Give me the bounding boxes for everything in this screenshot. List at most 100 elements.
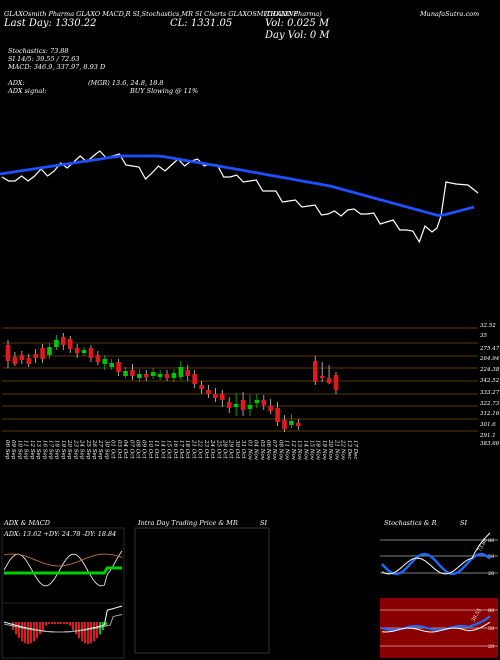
date-label: 07 Oct bbox=[128, 440, 134, 459]
macd-histogram-bar bbox=[51, 622, 53, 624]
date-label: 08 Nov bbox=[277, 440, 283, 461]
date-label: 12 Sep bbox=[29, 440, 35, 460]
macd-histogram-bar bbox=[45, 622, 47, 626]
adx-plus-line bbox=[3, 550, 123, 587]
macd-histogram-bar bbox=[102, 622, 104, 630]
stoch-d-line bbox=[381, 532, 491, 575]
rsi-axis-label: 20 bbox=[488, 644, 494, 650]
date-label: 25 Sep bbox=[85, 439, 91, 460]
macd-histogram-bar bbox=[87, 622, 89, 644]
date-label: 22 Oct bbox=[197, 439, 203, 459]
date-label: 08 Oct bbox=[135, 440, 141, 459]
price-axis-label: 322.73 bbox=[480, 401, 500, 407]
price-axis-label: 224.38 bbox=[480, 367, 500, 373]
macd-histogram-bar bbox=[21, 622, 23, 642]
date-label: 26 Sep bbox=[91, 439, 97, 460]
macd-histogram-bar bbox=[66, 622, 68, 624]
candle-body bbox=[240, 400, 246, 410]
candle-body bbox=[40, 348, 45, 359]
adx-line bbox=[4, 566, 122, 575]
date-label: 13 Sep bbox=[35, 440, 41, 460]
candle-body bbox=[54, 340, 59, 347]
candle-body bbox=[67, 339, 73, 349]
date-label: 16 Oct bbox=[172, 440, 178, 459]
candle-body bbox=[74, 348, 80, 353]
stoch-axis-label: 80 bbox=[488, 538, 494, 544]
date-label: 17 Sep bbox=[48, 440, 54, 460]
candle-body bbox=[157, 374, 163, 377]
candle-body bbox=[102, 359, 108, 364]
candle-body bbox=[261, 400, 267, 405]
date-label: 06 Sep bbox=[4, 440, 10, 460]
candle-body bbox=[206, 390, 211, 394]
macd-histogram-bar bbox=[27, 622, 29, 644]
day-vol-label: Day Vol: 0 M bbox=[265, 30, 330, 41]
price-axis-label: 333.27 bbox=[480, 390, 500, 396]
candle-body bbox=[143, 374, 149, 377]
macd-histogram-bar bbox=[72, 622, 74, 630]
date-label: 10 Sep bbox=[16, 440, 22, 460]
date-label: 24 Oct bbox=[209, 439, 215, 459]
date-label: 29 Oct bbox=[228, 439, 234, 459]
date-label: 10 Oct bbox=[147, 440, 153, 459]
date-label: 14 Oct bbox=[159, 440, 165, 459]
date-label: 06 Nov bbox=[265, 440, 271, 461]
stoch-axis-label: 50 bbox=[488, 554, 494, 560]
price-axis-label: 264.94 bbox=[480, 356, 500, 362]
date-label: 19 Nov bbox=[321, 440, 327, 461]
date-label: 30 Sep bbox=[103, 440, 109, 460]
date-label: 22 Nov bbox=[340, 439, 346, 461]
rsi-axis-label: 50 bbox=[488, 626, 494, 632]
rsi-label: SI 14/5: 39.55 / 72.63 bbox=[8, 55, 80, 63]
candle-body bbox=[130, 370, 135, 376]
price-grid bbox=[2, 327, 478, 432]
vol-label: Vol: 0.025 M bbox=[265, 18, 330, 29]
candle-body bbox=[61, 337, 66, 345]
candle-body bbox=[220, 394, 225, 400]
candle-body bbox=[233, 404, 239, 407]
macd-histogram-bar bbox=[18, 622, 20, 639]
macd-histogram-bar bbox=[57, 622, 59, 624]
candle-body bbox=[199, 385, 204, 389]
date-label: 09 Sep bbox=[10, 440, 16, 460]
date-label: 14 Nov bbox=[302, 440, 308, 461]
provider-label: MunafaSutra.com bbox=[420, 10, 480, 18]
candle-body bbox=[81, 350, 87, 353]
moving-average-line bbox=[0, 154, 475, 217]
candle-body bbox=[289, 421, 294, 425]
candle-body bbox=[312, 361, 318, 382]
candle-body bbox=[33, 354, 38, 358]
candle-body bbox=[12, 357, 18, 364]
price-axis-label: 35 bbox=[480, 333, 487, 339]
open-label: (GLAXO Pharma) bbox=[265, 10, 322, 18]
intraday-panel bbox=[134, 527, 270, 654]
price-axis-label: 383.66 bbox=[480, 441, 500, 447]
date-label: 11 Sep bbox=[23, 440, 29, 460]
candle-body bbox=[137, 374, 142, 378]
candle-body bbox=[26, 358, 32, 364]
date-label: 24 Sep bbox=[79, 439, 85, 460]
candle-body bbox=[5, 345, 11, 361]
macd-histogram-bar bbox=[75, 622, 77, 635]
price-axis-label: 342.52 bbox=[480, 378, 500, 384]
adx-label: ADX: bbox=[8, 79, 25, 87]
adx-panel-values: ADX: 13.62 +DY: 24.78 -DY: 18.84 bbox=[4, 530, 117, 538]
date-label: 18 Sep bbox=[54, 440, 60, 460]
rsi-axis-label: 80 bbox=[488, 608, 494, 614]
adx-minus-line bbox=[3, 553, 123, 567]
date-label: 23 Oct bbox=[203, 439, 209, 459]
date-label: 30 Oct bbox=[234, 440, 240, 459]
date-label: 27 Sep bbox=[97, 439, 103, 460]
macd-histogram-bar bbox=[105, 622, 107, 626]
stoch-panel-title: Stochastics & R bbox=[384, 519, 437, 527]
date-label: 11 Oct bbox=[153, 440, 159, 459]
date-label: 13 Dec bbox=[346, 440, 352, 460]
date-label: 09 Oct bbox=[141, 440, 147, 459]
macd-histogram-bar bbox=[60, 622, 62, 624]
candle-body bbox=[247, 405, 253, 409]
macd-signal-line bbox=[3, 614, 123, 633]
date-label: 20 Nov bbox=[327, 439, 333, 461]
macd-histogram-bar bbox=[81, 622, 83, 642]
close-label: CL: 1331.05 bbox=[170, 18, 233, 29]
